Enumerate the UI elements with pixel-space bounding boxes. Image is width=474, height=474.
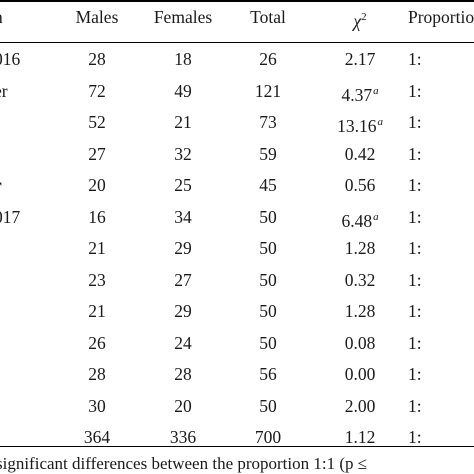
- cell-males: 21: [88, 238, 106, 258]
- significance-marker: a: [373, 211, 379, 223]
- header-first-column: n: [0, 7, 3, 27]
- chi-value: 6.48: [341, 211, 373, 231]
- cell-total: 50: [259, 270, 277, 290]
- cell-total: 50: [259, 301, 277, 321]
- cell-females: 32: [174, 144, 192, 164]
- cell-total: 700: [254, 427, 282, 447]
- table-header-rule: [0, 42, 474, 43]
- chi-value: 0.00: [344, 364, 376, 384]
- cell-total: 26: [259, 49, 277, 69]
- cell-females: 27: [174, 270, 192, 290]
- cell-females: 24: [174, 333, 192, 353]
- cell-males: 27: [88, 144, 106, 164]
- cell-proportion: 1:: [408, 301, 422, 321]
- cell-females: 34: [174, 207, 192, 227]
- cell-males: 16: [88, 207, 106, 227]
- cell-chi-square: 4.37a: [306, 81, 414, 105]
- cell-total: 50: [259, 333, 277, 353]
- chi-value: 13.16: [337, 116, 377, 136]
- cell-females: 28: [174, 364, 192, 384]
- chi-value: 0.08: [344, 333, 376, 353]
- chi-value: 1.12: [344, 427, 376, 447]
- chi-value: 1.28: [344, 238, 376, 258]
- row-label: 016: [0, 49, 21, 69]
- cell-males: 21: [88, 301, 106, 321]
- cell-chi-square: 13.16a: [306, 112, 414, 136]
- cell-males: 20: [88, 175, 106, 195]
- cell-chi-square: 0.42: [306, 144, 414, 164]
- cell-proportion: 1:: [408, 81, 422, 101]
- header-total: Total: [250, 7, 286, 27]
- chi-value: 2.17: [344, 49, 376, 69]
- cell-chi-square: 2.00: [306, 396, 414, 416]
- cell-females: 49: [174, 81, 192, 101]
- cell-males: 52: [88, 112, 106, 132]
- cell-females: 18: [174, 49, 192, 69]
- chi-exponent: 2: [361, 11, 367, 23]
- cell-total: 50: [259, 396, 277, 416]
- cell-proportion: 1:: [408, 238, 422, 258]
- cell-females: 25: [174, 175, 192, 195]
- cell-chi-square: 1.12: [306, 427, 414, 447]
- cell-proportion: 1:: [408, 112, 422, 132]
- significance-marker: a: [377, 116, 383, 128]
- header-proportion: Proportion: [408, 7, 474, 27]
- cell-males: 28: [88, 364, 106, 384]
- cell-chi-square: 1.28: [306, 301, 414, 321]
- cell-chi-square: 1.28: [306, 238, 414, 258]
- cell-chi-square: 2.17: [306, 49, 414, 69]
- chi-value: 0.32: [344, 270, 376, 290]
- chi-value: 1.28: [344, 301, 376, 321]
- cell-proportion: 1:: [408, 427, 422, 447]
- cell-females: 29: [174, 238, 192, 258]
- row-label: er: [0, 81, 8, 101]
- header-females: Females: [153, 7, 213, 27]
- cell-total: 59: [259, 144, 277, 164]
- chi-value: 0.56: [344, 175, 376, 195]
- cell-proportion: 1:: [408, 364, 422, 384]
- cell-males: 30: [88, 396, 106, 416]
- cell-proportion: 1:: [408, 333, 422, 353]
- cell-total: 73: [259, 112, 277, 132]
- cell-total: 45: [259, 175, 277, 195]
- chi-value: 4.37: [341, 85, 373, 105]
- cell-proportion: 1:: [408, 396, 422, 416]
- cell-total: 50: [259, 207, 277, 227]
- table-footnote: significant differences between the prop…: [0, 454, 368, 473]
- chi-value: 2.00: [344, 396, 376, 416]
- cell-proportion: 1:: [408, 175, 422, 195]
- cell-chi-square: 6.48a: [306, 207, 414, 231]
- row-label: 017: [0, 207, 21, 227]
- row-label: r: [0, 175, 2, 195]
- header-chi-square: χ2: [306, 7, 414, 31]
- cell-chi-square: 0.56: [306, 175, 414, 195]
- chi-symbol: χ: [353, 11, 362, 31]
- significance-marker: a: [373, 85, 379, 97]
- cell-proportion: 1:: [408, 270, 422, 290]
- cell-chi-square: 0.32: [306, 270, 414, 290]
- chi-value: 0.42: [344, 144, 376, 164]
- cell-males: 23: [88, 270, 106, 290]
- cell-chi-square: 0.00: [306, 364, 414, 384]
- cell-total: 50: [259, 238, 277, 258]
- cell-total: 56: [259, 364, 277, 384]
- cell-proportion: 1:: [408, 207, 422, 227]
- cell-males: 364: [83, 427, 111, 447]
- cell-males: 26: [88, 333, 106, 353]
- cell-total: 121: [254, 81, 282, 101]
- table-top-rule: [0, 0, 474, 2]
- cell-proportion: 1:: [408, 49, 422, 69]
- cell-males: 28: [88, 49, 106, 69]
- cell-proportion: 1:: [408, 144, 422, 164]
- table-bottom-rule: [0, 446, 474, 447]
- cell-chi-square: 0.08: [306, 333, 414, 353]
- header-males: Males: [75, 7, 119, 27]
- cell-females: 20: [174, 396, 192, 416]
- cell-females: 336: [169, 427, 197, 447]
- cell-females: 29: [174, 301, 192, 321]
- cell-females: 21: [174, 112, 192, 132]
- cell-males: 72: [88, 81, 106, 101]
